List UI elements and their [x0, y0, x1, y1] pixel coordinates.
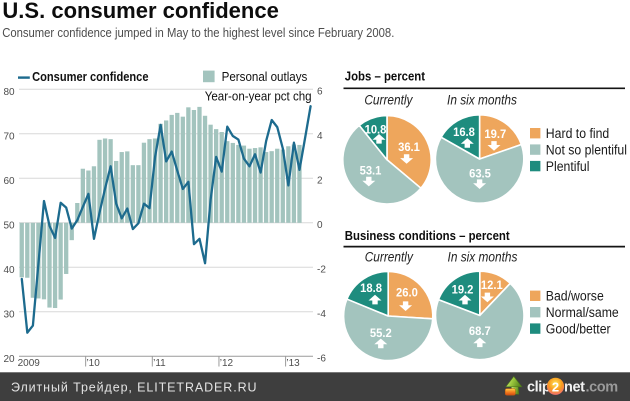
- svg-text:16.8: 16.8: [453, 126, 475, 140]
- svg-text:Jobs – percent: Jobs – percent: [345, 69, 425, 84]
- svg-text:68.7: 68.7: [469, 325, 491, 339]
- svg-text:4: 4: [317, 131, 323, 142]
- svg-text:’13: ’13: [286, 358, 300, 369]
- svg-text:’11: ’11: [153, 358, 166, 369]
- svg-text:Consumer confidence jumped in: Consumer confidence jumped in May to the…: [2, 25, 394, 40]
- svg-text:Good/better: Good/better: [546, 321, 611, 337]
- svg-text:Currently: Currently: [364, 92, 413, 108]
- svg-text:Consumer confidence: Consumer confidence: [32, 69, 149, 84]
- svg-text:2: 2: [552, 379, 559, 394]
- svg-text:Year-on-year pct chg: Year-on-year pct chg: [205, 89, 312, 104]
- svg-text:26.0: 26.0: [396, 286, 418, 300]
- svg-text:50: 50: [3, 221, 15, 232]
- svg-text:18.8: 18.8: [360, 282, 382, 296]
- svg-text:0: 0: [317, 220, 323, 231]
- svg-text:36.1: 36.1: [398, 140, 420, 154]
- svg-text:-2: -2: [317, 265, 326, 276]
- svg-text:10.8: 10.8: [365, 123, 387, 137]
- svg-text:Normal/same: Normal/same: [546, 305, 619, 321]
- svg-text:’10: ’10: [86, 358, 100, 369]
- svg-text:20: 20: [3, 354, 15, 365]
- svg-text:In six months: In six months: [448, 249, 519, 265]
- svg-text:12.1: 12.1: [481, 278, 503, 292]
- svg-text:30: 30: [3, 310, 15, 321]
- svg-text:60: 60: [3, 176, 15, 187]
- svg-text:53.1: 53.1: [360, 164, 382, 178]
- svg-text:80: 80: [3, 87, 15, 98]
- svg-text:net: net: [564, 380, 585, 396]
- svg-text:In six months: In six months: [447, 92, 518, 108]
- svg-text:Currently: Currently: [365, 249, 414, 265]
- svg-text:Элитный Трейдер, ELITETRADER.R: Элитный Трейдер, ELITETRADER.RU: [11, 380, 257, 394]
- svg-text:Plentiful: Plentiful: [546, 158, 590, 174]
- svg-text:63.5: 63.5: [469, 167, 491, 181]
- svg-text:.com: .com: [586, 380, 618, 396]
- svg-text:U.S. consumer confidence: U.S. consumer confidence: [2, 0, 278, 23]
- svg-text:Personal outlays: Personal outlays: [222, 69, 308, 84]
- svg-text:19.7: 19.7: [484, 127, 506, 141]
- svg-text:Business conditions – percent: Business conditions – percent: [345, 228, 510, 243]
- svg-text:clip: clip: [527, 380, 551, 396]
- svg-text:40: 40: [3, 265, 15, 276]
- svg-text:Bad/worse: Bad/worse: [546, 288, 604, 304]
- svg-text:2: 2: [317, 176, 323, 187]
- svg-text:-6: -6: [317, 354, 326, 365]
- svg-text:6: 6: [317, 87, 323, 98]
- svg-text:70: 70: [3, 132, 15, 143]
- svg-text:55.2: 55.2: [370, 327, 392, 341]
- svg-text:’12: ’12: [220, 358, 234, 369]
- svg-text:19.2: 19.2: [452, 283, 474, 297]
- svg-text:2009: 2009: [18, 358, 41, 369]
- svg-text:-4: -4: [317, 309, 326, 320]
- svg-text:Hard to find: Hard to find: [546, 126, 609, 142]
- svg-text:Not so plentiful: Not so plentiful: [546, 142, 627, 158]
